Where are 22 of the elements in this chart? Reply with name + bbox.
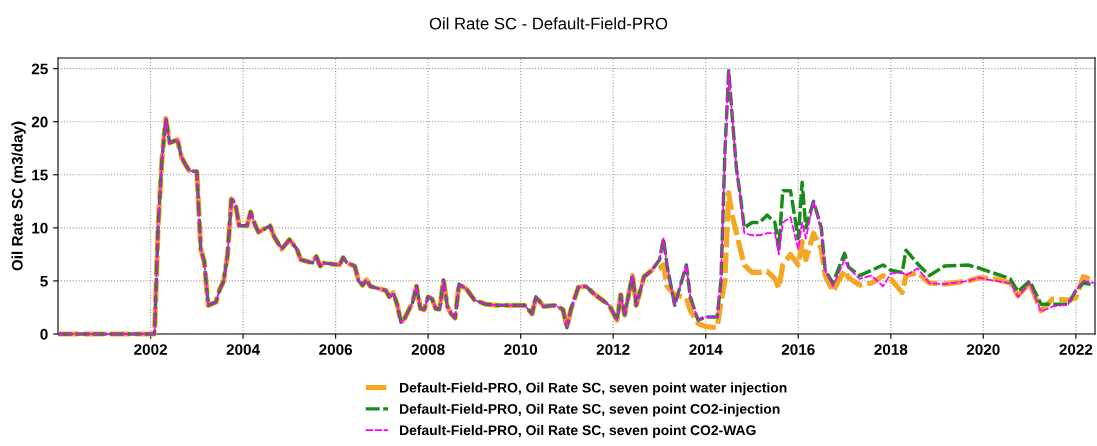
y-tick-label: 20 <box>31 116 48 128</box>
legend-label: Default-Field-PRO, Oil Rate SC, seven point CO2-injection <box>400 403 780 417</box>
x-tick-label: 2010 <box>504 344 538 355</box>
x-tick-label: 2018 <box>874 344 908 355</box>
x-tick-label: 2022 <box>1059 344 1093 355</box>
y-tick-label: 5 <box>40 275 48 287</box>
x-tick-label: 2012 <box>596 344 630 355</box>
x-tick-label: 2002 <box>134 344 167 355</box>
x-tick-label: 2016 <box>781 344 815 355</box>
legend-label: Default-Field-PRO, Oil Rate SC, seven point water injection <box>400 382 787 396</box>
y-tick-label: 10 <box>32 222 48 234</box>
x-tick-label: 2004 <box>226 344 260 355</box>
x-tick-label: 2020 <box>966 344 1000 355</box>
y-axis-title: Oil Rate SC (m3/day) <box>11 121 26 271</box>
y-tick-label: 25 <box>31 63 48 75</box>
y-tick-label: 15 <box>32 169 48 181</box>
x-tick-label: 2006 <box>319 344 353 355</box>
x-tick-label: 2014 <box>689 344 723 355</box>
y-tick-label: 0 <box>40 328 48 340</box>
legend-label: Default-Field-PRO, Oil Rate SC, seven point CO2-WAG <box>400 424 756 438</box>
chart-title: Oil Rate SC - Default-Field-PRO <box>429 17 668 30</box>
x-tick-label: 2008 <box>411 344 445 355</box>
